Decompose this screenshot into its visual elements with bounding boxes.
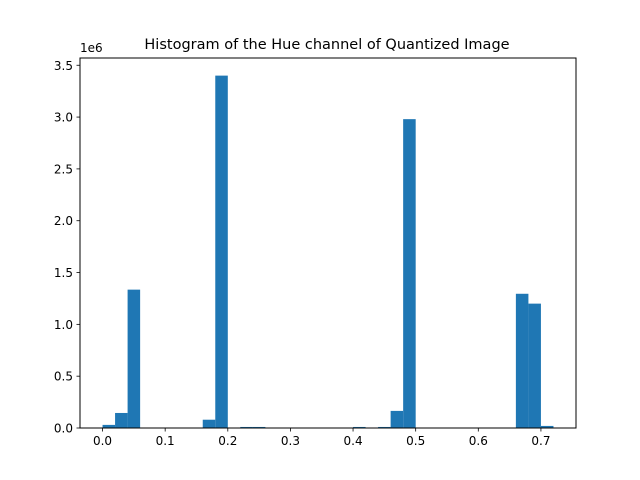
histogram-bar (115, 412, 128, 428)
histogram-bar (378, 426, 391, 428)
histogram-bar (353, 426, 366, 428)
histogram-bar (540, 425, 554, 428)
x-tick-label: 0.5 (406, 434, 425, 448)
plot-frame (79, 57, 577, 429)
y-tick-label: 1.5 (54, 266, 73, 280)
x-tick-label: 0.1 (156, 434, 175, 448)
y-tick-label: 3.0 (54, 111, 73, 125)
histogram-bar (215, 75, 228, 429)
y-axis-multiplier-label: 1e6 (80, 41, 103, 55)
histogram-bar (127, 289, 141, 428)
y-tick-label: 2.0 (54, 214, 73, 228)
histogram-bar (102, 424, 116, 428)
y-tick-label: 0.5 (54, 370, 73, 384)
x-tick-label: 0.4 (344, 434, 363, 448)
x-tick-label: 0.2 (218, 434, 237, 448)
y-tick-label: 2.5 (54, 162, 73, 176)
histogram-bar (202, 419, 216, 428)
y-tick-label: 3.5 (54, 59, 73, 73)
x-tick-label: 0.0 (93, 434, 112, 448)
x-tick-label: 0.6 (469, 434, 488, 448)
histogram-bar (390, 410, 404, 428)
x-tick-label: 0.7 (531, 434, 550, 448)
y-tick-label: 0.0 (54, 422, 73, 436)
x-axis: 0.0 0.1 0.2 0.3 0.4 0.5 0.6 0.7 (93, 428, 550, 448)
histogram-bars (102, 75, 554, 429)
histogram-bar (528, 303, 541, 428)
histogram-bar (515, 293, 529, 428)
histogram-bar (403, 119, 416, 429)
histogram-bar (252, 426, 266, 428)
y-axis: 0.0 0.5 1.0 1.5 2.0 2.5 3.0 3.5 (54, 59, 80, 436)
x-tick-label: 0.3 (281, 434, 300, 448)
histogram-bar (240, 426, 253, 428)
y-tick-label: 1.0 (54, 318, 73, 332)
chart-title: Histogram of the Hue channel of Quantize… (144, 37, 509, 53)
